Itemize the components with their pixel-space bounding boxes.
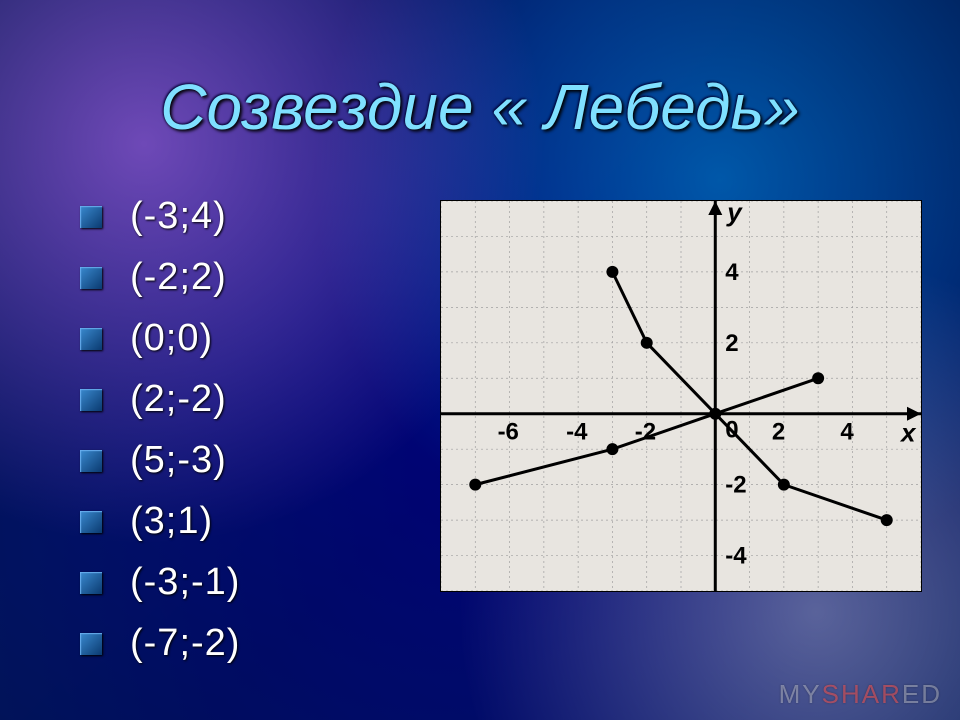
list-item: (2;-2) (80, 378, 420, 421)
list-item: (-2;2) (80, 256, 420, 299)
list-item: (5;-3) (80, 439, 420, 482)
slide: Созвездие « Лебедь» (-3;4) (-2;2) (0;0) … (0, 0, 960, 720)
chart-panel: -6-4-2024-4-224xy (440, 200, 922, 592)
svg-text:-4: -4 (566, 419, 588, 446)
bullet-icon (80, 328, 102, 350)
svg-text:2: 2 (772, 419, 785, 446)
svg-text:4: 4 (725, 259, 739, 286)
watermark-accent: SHAR (822, 679, 902, 709)
bullet-icon (80, 389, 102, 411)
svg-text:x: x (899, 418, 917, 448)
svg-text:-6: -6 (498, 419, 519, 446)
list-item: (3;1) (80, 500, 420, 543)
list-item: (-7;-2) (80, 622, 420, 665)
watermark-post: ED (902, 679, 942, 709)
coord-text: (-3;-1) (130, 561, 240, 604)
coord-text: (3;1) (130, 500, 213, 543)
svg-text:-4: -4 (725, 543, 747, 570)
bullet-icon (80, 633, 102, 655)
coord-text: (-3;4) (130, 195, 227, 238)
coord-text: (5;-3) (130, 439, 227, 482)
bullet-icon (80, 206, 102, 228)
coord-text: (0;0) (130, 317, 213, 360)
coordinate-list: (-3;4) (-2;2) (0;0) (2;-2) (5;-3) (3;1) … (80, 195, 420, 683)
svg-text:-2: -2 (725, 472, 746, 499)
svg-text:y: y (725, 201, 743, 227)
bullet-icon (80, 572, 102, 594)
watermark-pre: MY (779, 679, 822, 709)
list-item: (-3;-1) (80, 561, 420, 604)
coord-text: (2;-2) (130, 378, 227, 421)
list-item: (0;0) (80, 317, 420, 360)
coord-text: (-7;-2) (130, 622, 240, 665)
coordinate-chart: -6-4-2024-4-224xy (441, 201, 921, 591)
bullet-icon (80, 511, 102, 533)
svg-text:4: 4 (840, 419, 854, 446)
watermark: MYSHARED (779, 679, 942, 710)
list-item: (-3;4) (80, 195, 420, 238)
svg-text:2: 2 (725, 330, 738, 357)
coord-text: (-2;2) (130, 256, 227, 299)
bullet-icon (80, 450, 102, 472)
bullet-icon (80, 267, 102, 289)
slide-title: Созвездие « Лебедь» (0, 70, 960, 144)
